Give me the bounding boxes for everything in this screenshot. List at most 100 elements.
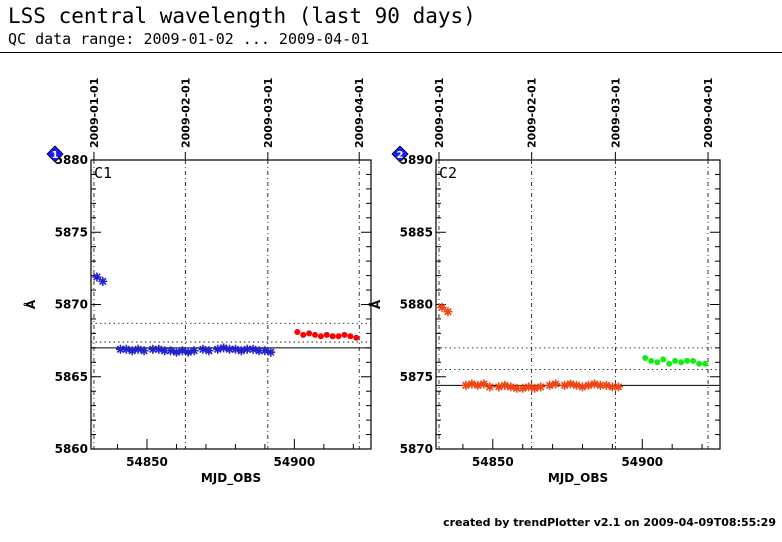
- data-point-star: [437, 302, 447, 312]
- data-point-star: [154, 344, 164, 354]
- data-point-dot: [317, 333, 324, 340]
- data-point-dot: [696, 360, 703, 367]
- date-marker-label: 2009-03-01: [609, 78, 622, 148]
- data-point-dot: [684, 357, 691, 364]
- panel-label: C1: [94, 164, 112, 182]
- x-tick-label: 54900: [621, 455, 663, 469]
- y-tick-label: 5875: [400, 370, 433, 384]
- data-point-star: [512, 383, 522, 393]
- data-point-star: [171, 347, 181, 357]
- data-point-dot: [672, 357, 679, 364]
- data-point-star: [177, 346, 187, 356]
- data-point-star: [148, 344, 158, 354]
- data-point-star: [198, 344, 208, 354]
- data-point-star: [219, 343, 229, 353]
- data-point-star: [536, 382, 546, 392]
- y-tick-label: 5890: [400, 153, 433, 167]
- y-tick-label: 5870: [55, 298, 88, 312]
- data-point-star: [566, 379, 576, 389]
- x-tick-label: 54850: [472, 455, 514, 469]
- data-point-star: [518, 383, 528, 393]
- data-point-star: [98, 276, 108, 286]
- date-marker-label: 2009-01-01: [88, 78, 101, 148]
- data-point-star: [183, 347, 193, 357]
- panel-badge-icon: [46, 145, 64, 163]
- data-point-dot: [678, 359, 685, 366]
- y-axis-label: Å: [368, 299, 383, 309]
- data-point-dot: [341, 331, 348, 338]
- data-point-star: [127, 346, 137, 356]
- y-tick-label: 5865: [55, 370, 88, 384]
- data-point-star: [607, 382, 617, 392]
- data-point-dot: [648, 357, 655, 364]
- data-point-dot: [300, 331, 307, 338]
- data-point-star: [545, 380, 555, 390]
- data-point-star: [461, 380, 471, 390]
- data-point-star: [572, 380, 582, 390]
- x-axis-label: MJD_OBS: [548, 471, 608, 486]
- data-point-dot: [666, 360, 673, 367]
- data-point-star: [266, 347, 276, 357]
- data-point-dot: [654, 359, 661, 366]
- data-point-star: [530, 383, 540, 393]
- data-point-dot: [323, 331, 330, 338]
- panel-badge-number: 1: [52, 150, 59, 161]
- data-point-star: [121, 344, 131, 354]
- chart-panel-1: 2009-01-01 2009-02-01 2009-03-01 2009-04-01…: [23, 78, 372, 486]
- data-point-star: [248, 344, 258, 354]
- data-point-star: [139, 346, 149, 356]
- data-point-star: [236, 346, 246, 356]
- data-point-star: [204, 346, 214, 356]
- data-point-star: [254, 346, 264, 356]
- data-point-star: [260, 346, 270, 356]
- data-point-dot: [312, 331, 318, 338]
- data-point-star: [551, 379, 561, 389]
- y-tick-label: 5880: [400, 298, 433, 312]
- data-point-star: [595, 380, 605, 390]
- data-point-star: [583, 380, 593, 390]
- y-tick-label: 5860: [55, 442, 88, 456]
- data-point-star: [189, 346, 199, 356]
- data-point-dot: [690, 357, 697, 364]
- data-point-star: [160, 346, 170, 356]
- panel-label: C2: [439, 164, 457, 182]
- y-tick-label: 5885: [400, 225, 433, 239]
- data-point-dot: [347, 333, 354, 340]
- data-point-dot: [660, 356, 667, 363]
- data-point-star: [524, 382, 534, 392]
- data-point-star: [92, 272, 102, 282]
- data-point-dot: [335, 333, 342, 340]
- data-point-star: [589, 379, 599, 389]
- data-point-dot: [642, 354, 649, 361]
- footer-credit: created by trendPlotter v2.1 on 2009-04-…: [443, 516, 776, 529]
- data-point-star: [166, 346, 176, 356]
- page-title: LSS central wavelength (last 90 days): [8, 4, 476, 28]
- data-point-dot: [702, 360, 709, 367]
- data-point-dot: [306, 330, 313, 337]
- data-point-star: [133, 344, 143, 354]
- qc-date-range: QC data range: 2009-01-02 ... 2009-04-01: [8, 30, 370, 48]
- header-divider: [0, 52, 782, 53]
- data-point-star: [560, 380, 570, 390]
- x-tick-label: 54900: [273, 455, 315, 469]
- date-marker-label: 2009-02-01: [179, 78, 192, 148]
- date-marker-label: 2009-03-01: [262, 78, 275, 148]
- data-point-star: [577, 382, 587, 392]
- plot-frame: [435, 159, 721, 450]
- data-point-star: [601, 380, 611, 390]
- x-tick-label: 54850: [126, 455, 168, 469]
- y-tick-label: 5875: [55, 225, 88, 239]
- chart-panel-2: 2009-01-01 2009-02-01 2009-03-01 2009-04-01…: [368, 78, 721, 486]
- data-point-dot: [294, 328, 301, 335]
- data-point-star: [506, 382, 516, 392]
- data-point-star: [473, 380, 483, 390]
- y-tick-label: 5880: [55, 153, 88, 167]
- data-point-star: [479, 379, 489, 389]
- data-point-star: [115, 344, 125, 354]
- data-point-dot: [353, 334, 360, 341]
- y-tick-label: 5870: [400, 442, 433, 456]
- panel-badge-icon: [391, 145, 409, 163]
- data-point-star: [230, 344, 240, 354]
- data-point-star: [225, 344, 235, 354]
